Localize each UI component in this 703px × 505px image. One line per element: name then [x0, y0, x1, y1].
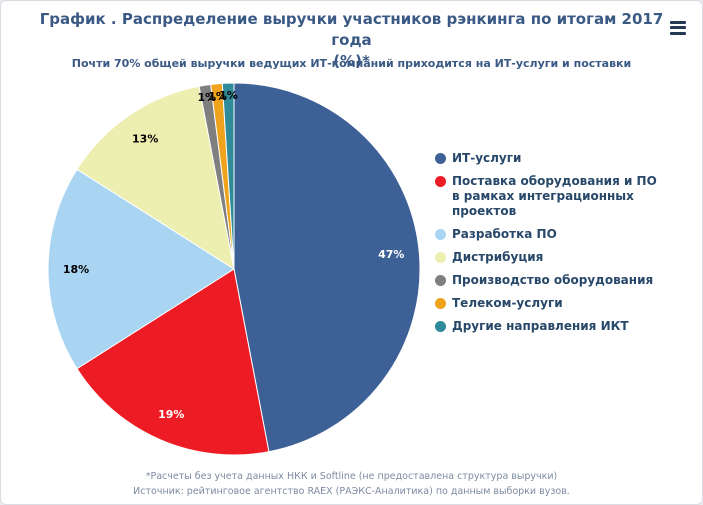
legend-marker [435, 298, 446, 309]
chart-footer: *Расчеты без учета данных НКК и Softline… [1, 469, 702, 499]
hamburger-menu-icon[interactable] [666, 16, 690, 38]
menu-bar [670, 26, 686, 29]
menu-bar [670, 20, 686, 24]
legend-item[interactable]: Дистрибуция [435, 250, 699, 265]
chart-title: График . Распределение выручки участнико… [31, 9, 672, 72]
legend-item[interactable]: Разработка ПО [435, 227, 699, 242]
chart-title-line1: График . Распределение выручки участнико… [39, 10, 664, 49]
pie-slice[interactable] [47, 168, 235, 370]
legend-label: Производство оборудования [452, 273, 654, 287]
legend-label: Другие направления ИКТ [452, 319, 629, 333]
legend-marker [435, 176, 446, 187]
legend-label: ИТ-услуги [452, 151, 522, 165]
footnote-line: *Расчеты без учета данных НКК и Softline… [145, 471, 558, 482]
legend-marker [435, 275, 446, 286]
legend-label: Поставка оборудования и ПО в рамках инте… [452, 174, 657, 218]
legend-marker [435, 229, 446, 240]
legend-item[interactable]: Другие направления ИКТ [435, 319, 699, 334]
pie-slice[interactable] [76, 268, 270, 456]
legend-marker [435, 153, 446, 164]
legend-label: Телеком-услуги [452, 296, 563, 310]
chart-subtitle: Почти 70% общей выручки ведущих ИТ-компа… [71, 57, 632, 70]
chart-title-line2: (%)* [333, 52, 370, 70]
pie-slice[interactable] [221, 82, 235, 270]
legend-item[interactable]: Телеком-услуги [435, 296, 699, 311]
legend-item[interactable]: Производство оборудования [435, 273, 699, 288]
legend-item[interactable]: Поставка оборудования и ПО в рамках инте… [435, 174, 699, 219]
legend-item[interactable]: ИТ-услуги [435, 151, 699, 166]
menu-bar [670, 31, 686, 35]
pie-slice[interactable] [76, 85, 235, 271]
legend-marker [435, 321, 446, 332]
legend-label: Дистрибуция [452, 250, 544, 264]
legend: ИТ-услуги Поставка оборудования и ПО в ра… [435, 151, 699, 342]
source-line: Источник: рейтинговое агентство RAEX (РА… [133, 486, 570, 497]
legend-marker [435, 252, 446, 263]
pie-slice[interactable] [233, 82, 421, 453]
legend-label: Разработка ПО [452, 227, 557, 241]
